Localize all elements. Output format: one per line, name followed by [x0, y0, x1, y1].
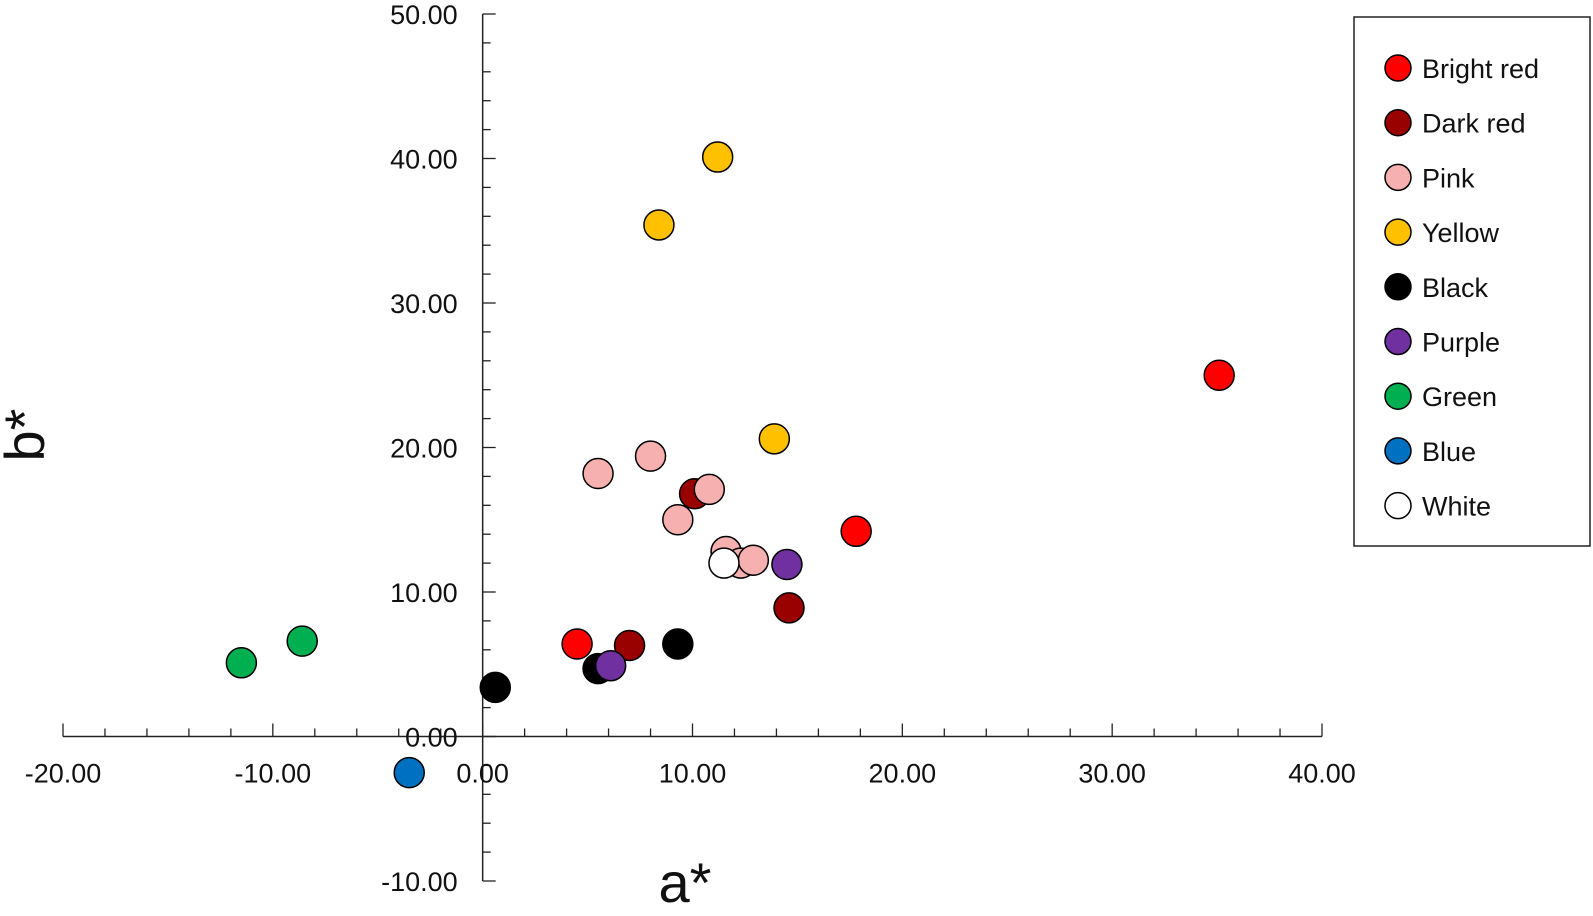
y-axis-tick-labels: -10.00 0.00 10.00 20.00 30.00 40.00 50.00	[381, 0, 458, 897]
legend-label: Bright red	[1422, 54, 1539, 84]
y-tick-label: 0.00	[405, 723, 458, 753]
y-tick-label: 50.00	[390, 0, 458, 30]
y-axis-title: b*	[0, 409, 56, 462]
data-point	[840, 515, 872, 548]
data-point	[662, 628, 694, 660]
y-tick-label: 10.00	[390, 578, 458, 608]
data-point	[1203, 359, 1235, 391]
y-axis-ticks	[482, 13, 496, 882]
legend-marker	[1384, 218, 1412, 246]
data-point	[479, 671, 512, 704]
legend-label: White	[1422, 492, 1491, 522]
data-point	[693, 473, 726, 506]
x-axis-tick-labels: -20.00 -10.00 0.00 10.00 20.00 30.00 40.00	[25, 759, 1356, 789]
legend-marker	[1384, 491, 1412, 520]
data-point	[634, 440, 667, 472]
data-point	[393, 756, 425, 789]
legend-marker	[1384, 437, 1412, 465]
legend-marker	[1384, 54, 1412, 82]
y-tick-label: -10.00	[381, 867, 458, 897]
legend-items: Bright red Dark red Pink Yellow Black Purple G…	[1384, 54, 1539, 522]
legend-label: Black	[1422, 273, 1489, 303]
y-tick-label: 30.00	[390, 289, 458, 319]
x-tick-label: -10.00	[235, 759, 312, 789]
data-point	[701, 141, 734, 173]
data-point	[773, 592, 805, 624]
data-point	[561, 628, 593, 660]
data-point	[737, 544, 770, 576]
legend-marker	[1384, 273, 1412, 301]
data-point	[286, 625, 318, 657]
legend-marker	[1384, 108, 1412, 137]
legend-label: Pink	[1422, 163, 1475, 193]
data-point	[708, 547, 740, 579]
y-tick-label: 40.00	[390, 145, 458, 175]
data-points	[225, 141, 1235, 789]
x-tick-label: 40.00	[1288, 759, 1356, 789]
y-tick-label: 20.00	[390, 434, 458, 464]
data-point	[594, 649, 627, 682]
x-tick-label: 10.00	[659, 759, 727, 789]
data-point	[613, 629, 646, 662]
x-axis-ticks	[62, 723, 1323, 737]
legend-marker	[1384, 163, 1412, 192]
legend-label: Yellow	[1422, 218, 1500, 248]
legend-label: Purple	[1422, 328, 1500, 358]
data-point	[643, 209, 675, 241]
data-point	[225, 647, 258, 679]
x-tick-label: -20.00	[25, 759, 102, 789]
axes	[63, 14, 1322, 881]
x-tick-label: 20.00	[869, 759, 937, 789]
legend-marker	[1384, 327, 1412, 356]
legend-marker	[1384, 382, 1412, 410]
data-point	[662, 504, 694, 536]
x-tick-label: 30.00	[1078, 759, 1146, 789]
legend: Bright red Dark red Pink Yellow Black Purple G…	[1353, 16, 1591, 547]
data-point	[771, 548, 803, 581]
x-tick-label: 0.00	[456, 759, 509, 789]
legend-label: Green	[1422, 382, 1497, 412]
data-point	[758, 423, 791, 455]
legend-label: Blue	[1422, 437, 1476, 467]
x-axis-title: a*	[659, 851, 712, 914]
legend-label: Dark red	[1422, 109, 1526, 139]
data-point	[582, 457, 614, 490]
